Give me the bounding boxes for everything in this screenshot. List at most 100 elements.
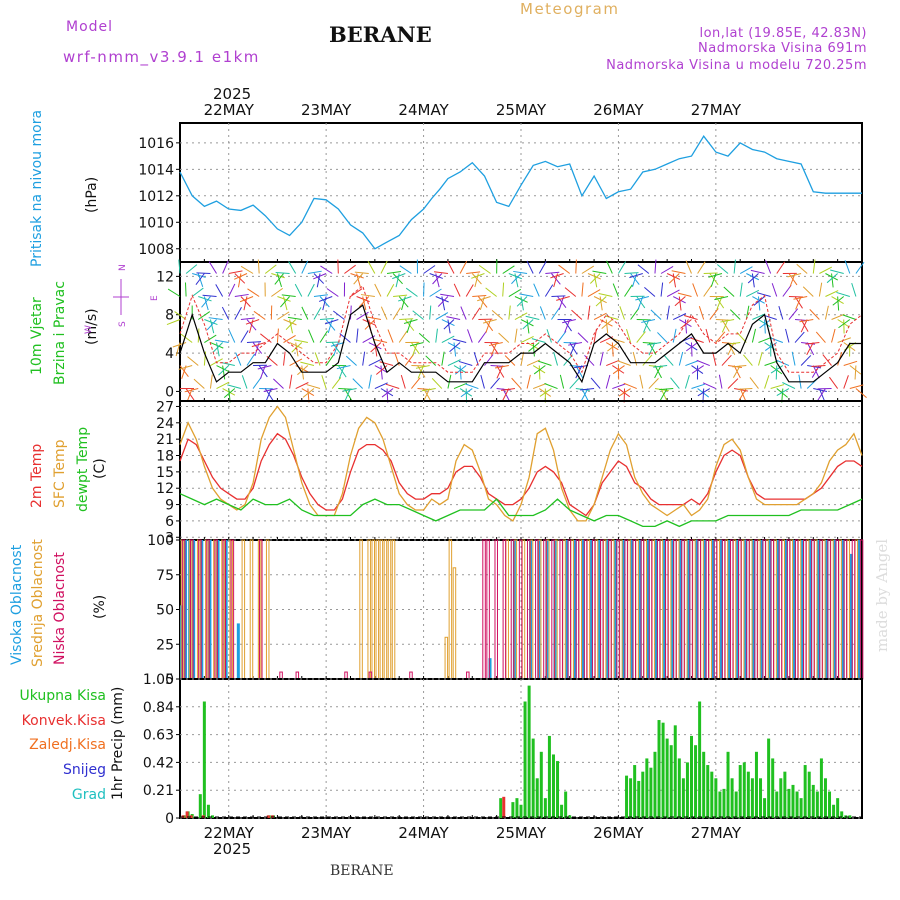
wind-barb: [508, 305, 511, 320]
wind-barb: [331, 377, 342, 389]
wind-barb: [794, 331, 805, 343]
wind-barb: [817, 388, 826, 401]
wind-barb: [380, 260, 388, 274]
compass-icon: W N S E: [84, 264, 160, 334]
model-label: Model: [66, 19, 114, 35]
wind-barb: [287, 316, 302, 321]
cloud-bar-low: [543, 539, 547, 680]
total-precip-bar: [718, 791, 722, 818]
compass-w: W: [84, 325, 94, 334]
wind-barb: [465, 284, 474, 297]
cloud-bar-mid: [732, 539, 737, 680]
wind-barb: [800, 319, 808, 333]
low-cloud-label: Niska Oblacnost: [52, 552, 68, 665]
cloud-bar-low: [762, 539, 766, 680]
total-precip-bar: [828, 791, 832, 818]
cloud-bar-high: [768, 540, 772, 679]
cloud-bar-high: [801, 540, 805, 679]
wind-barb: [522, 319, 534, 330]
wind-barb: [393, 294, 408, 298]
wind-barb: [764, 360, 778, 367]
day-label-bottom: 23MAY: [301, 824, 352, 842]
wind-barb: [739, 266, 753, 274]
day-label-top: 26MAY: [593, 101, 644, 119]
wind-barb: [822, 354, 832, 366]
cloud-bar-high: [581, 540, 585, 679]
wind-barb: [593, 273, 598, 288]
wind-barb: [714, 296, 729, 301]
wind-barb: [180, 333, 193, 343]
cloud-bar-low: [770, 539, 775, 680]
pressure-panel: 1008 1010 1012 1014 1016: [138, 122, 863, 263]
chart-title: Meteogram: [520, 0, 620, 18]
wind-barb: [195, 273, 205, 285]
cloud-bar-mid: [692, 539, 696, 680]
wind-barb: [325, 353, 335, 366]
y-tick-label: 0.63: [143, 728, 174, 744]
wind-barb: [787, 273, 802, 278]
wind-barb: [793, 296, 808, 300]
total-precip-bar: [206, 804, 210, 818]
total-precip-bar: [710, 771, 714, 818]
wind-barb: [577, 332, 589, 343]
wind-barb: [227, 384, 242, 390]
wind-barb: [598, 292, 613, 297]
wind-panel: 0 4 8 12: [156, 259, 867, 403]
pressure-unit: (hPa): [84, 177, 100, 213]
wind-barb: [660, 282, 664, 297]
wind-barb: [647, 342, 662, 346]
cloud-bar-low: [494, 539, 498, 680]
total-precip-bar: [535, 778, 539, 818]
wind-barb: [234, 306, 242, 320]
total-precip-bar: [633, 765, 637, 818]
cloud-bar-high: [654, 540, 658, 679]
wind-barb: [234, 293, 249, 298]
top-day-labels: 22MAY 23MAY 24MAY 25MAY 26MAY 27MAY: [204, 101, 742, 119]
wind-barb: [692, 283, 699, 297]
y-tick-label: 50: [156, 603, 174, 619]
wind-barb: [429, 305, 432, 320]
wind-barb: [739, 388, 747, 402]
cloud-bar-high: [590, 540, 594, 679]
wind-barb: [440, 293, 455, 298]
cloud-bar-high: [606, 540, 610, 679]
wind-barb: [519, 293, 534, 298]
wind-barb: [800, 355, 812, 366]
wind-barb: [191, 287, 204, 297]
wind-barb: [318, 296, 333, 302]
wind-barb: [764, 319, 766, 334]
bottom-day-labels: 22MAY 23MAY 24MAY 25MAY 26MAY 27MAY: [204, 824, 742, 842]
wind-barb: [208, 317, 223, 321]
wind-barb: [471, 273, 485, 279]
total-precip-bar: [815, 791, 819, 818]
wind-barb: [702, 382, 717, 389]
wind-barb: [239, 296, 254, 303]
wind-barb: [466, 271, 481, 275]
cloud-bar-mid: [391, 539, 396, 680]
cloud-bar-high: [488, 658, 492, 679]
total-precip-bar: [551, 754, 555, 818]
cloud-bar-high: [809, 540, 813, 679]
wind-barb: [345, 355, 357, 366]
cloud-bar-high: [760, 540, 764, 679]
wind-barb: [770, 365, 784, 374]
cloud-bar-high: [695, 540, 699, 679]
wind-barb: [460, 388, 473, 398]
wind-barb: [453, 382, 468, 389]
wind-barb: [729, 309, 741, 320]
wind-barb: [386, 284, 395, 297]
wind-barb: [398, 330, 408, 343]
y-tick-label: 0.42: [143, 755, 174, 771]
wind-barb: [319, 330, 328, 343]
cloud-panel: 0 25 50 75 100: [147, 533, 864, 688]
cloud-bar-mid: [757, 539, 761, 680]
wind-barb: [831, 313, 845, 320]
wind-barb: [460, 306, 467, 320]
wind-barb: [673, 313, 687, 320]
wind-barb: [228, 283, 236, 297]
wind-barb: [288, 261, 297, 274]
wind-barb: [819, 266, 833, 274]
total-precip-bar: [698, 701, 702, 818]
wind-barb: [697, 261, 706, 274]
sfc-temp-line: [179, 405, 863, 522]
